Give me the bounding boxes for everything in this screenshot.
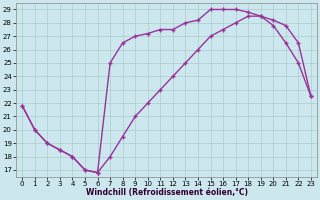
X-axis label: Windchill (Refroidissement éolien,°C): Windchill (Refroidissement éolien,°C) (85, 188, 248, 197)
